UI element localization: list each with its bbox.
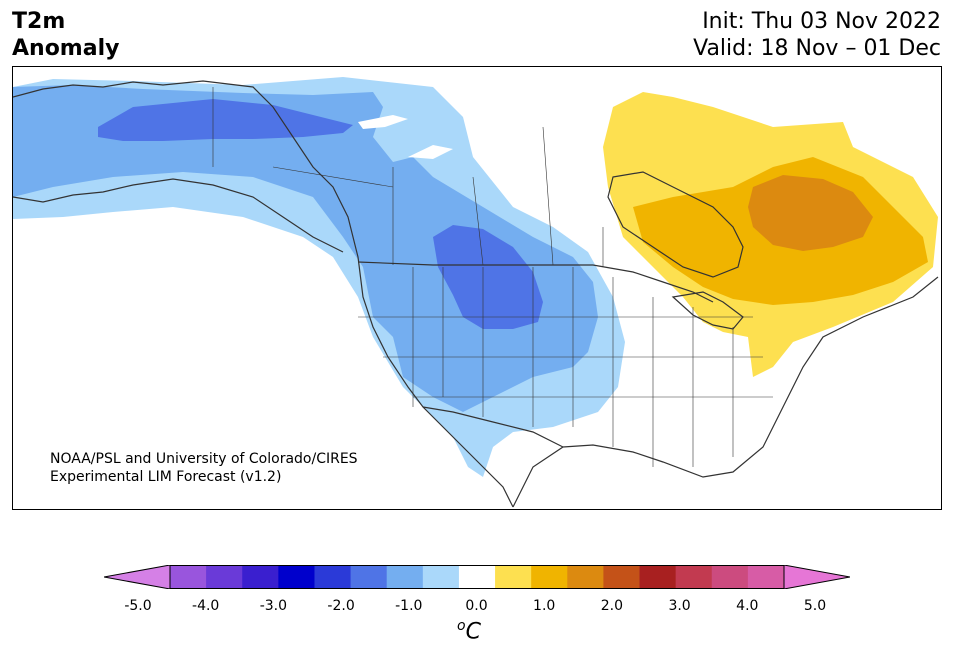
great-lakes bbox=[671, 291, 744, 330]
title-line-2: Anomaly bbox=[12, 36, 120, 61]
credit-line-2: Experimental LIM Forecast (v1.2) bbox=[50, 469, 282, 485]
credit-text: NOAA/PSL and University of Colorado/CIRE… bbox=[50, 450, 358, 486]
colorbar bbox=[104, 565, 850, 589]
snow-gap-2 bbox=[408, 145, 453, 159]
colorbar-bin bbox=[206, 565, 243, 589]
colorbar-extend-low bbox=[104, 565, 171, 589]
unit-superscript: o bbox=[457, 618, 466, 634]
colorbar-tick-label: 4.0 bbox=[736, 598, 759, 614]
colorbar-bin bbox=[242, 565, 279, 589]
colorbar-tick-label: 0.0 bbox=[465, 598, 488, 614]
colorbar-bin bbox=[675, 565, 713, 589]
colorbar-bin bbox=[567, 565, 604, 589]
colorbar-tick-label: -4.0 bbox=[192, 598, 220, 614]
colorbar-tick-label: 2.0 bbox=[600, 598, 624, 614]
colorbar-bin bbox=[495, 565, 532, 589]
colorbar-bin bbox=[170, 565, 207, 589]
anomaly-region-mid-blue bbox=[13, 85, 598, 412]
colorbar-frame bbox=[169, 565, 785, 589]
anomaly-region-dark-blue-plains bbox=[433, 225, 543, 329]
colorbar-bin bbox=[422, 565, 460, 589]
anomaly-region-orange bbox=[748, 175, 873, 251]
colorbar-tick-label: -2.0 bbox=[327, 598, 355, 614]
colorbar-bin bbox=[278, 565, 315, 589]
colorbar-bin bbox=[639, 565, 677, 589]
colorbar-extend-high bbox=[783, 565, 850, 589]
coastline-west bbox=[13, 80, 514, 508]
colorbar-bin bbox=[458, 565, 496, 589]
colorbar-tick-label: 3.0 bbox=[668, 598, 691, 614]
us-canada-border bbox=[357, 261, 714, 303]
forecast-dates: Init: Thu 03 Nov 2022 Valid: 18 Nov – 01… bbox=[693, 8, 941, 62]
coastline-alaska-south bbox=[13, 178, 344, 253]
colorbar-tick-label: -1.0 bbox=[395, 598, 423, 614]
coastline-gulf bbox=[512, 276, 939, 508]
colorbar-tick-label: 1.0 bbox=[533, 598, 556, 614]
init-date: Init: Thu 03 Nov 2022 bbox=[702, 9, 941, 34]
colorbar-tick-label: -3.0 bbox=[259, 598, 288, 614]
credit-line-1: NOAA/PSL and University of Colorado/CIRE… bbox=[50, 451, 358, 467]
state-borders bbox=[358, 267, 773, 467]
map-svg bbox=[13, 77, 939, 508]
snow-gap bbox=[358, 115, 408, 129]
title-line-1: T2m bbox=[12, 9, 66, 34]
colorbar-tick-label: -5.0 bbox=[124, 598, 152, 614]
colorbar-bin bbox=[314, 565, 352, 589]
hudson-bay bbox=[607, 171, 744, 278]
us-mexico-border bbox=[422, 406, 564, 448]
colorbar-tick-label: 5.0 bbox=[803, 598, 827, 614]
map-title: T2m Anomaly bbox=[12, 8, 119, 62]
colorbar-bin bbox=[711, 565, 749, 589]
anomaly-map: NOAA/PSL and University of Colorado/CIRE… bbox=[12, 66, 942, 510]
colorbar-bin bbox=[603, 565, 641, 589]
colorbar-bin bbox=[386, 565, 424, 589]
colorbar-bin bbox=[747, 565, 785, 589]
valid-dates: Valid: 18 Nov – 01 Dec bbox=[693, 36, 941, 61]
unit-label: oC bbox=[457, 618, 481, 644]
province-borders bbox=[212, 87, 604, 267]
colorbar-bin bbox=[350, 565, 388, 589]
colorbar-bin bbox=[531, 565, 568, 589]
unit-text: C bbox=[465, 619, 481, 645]
